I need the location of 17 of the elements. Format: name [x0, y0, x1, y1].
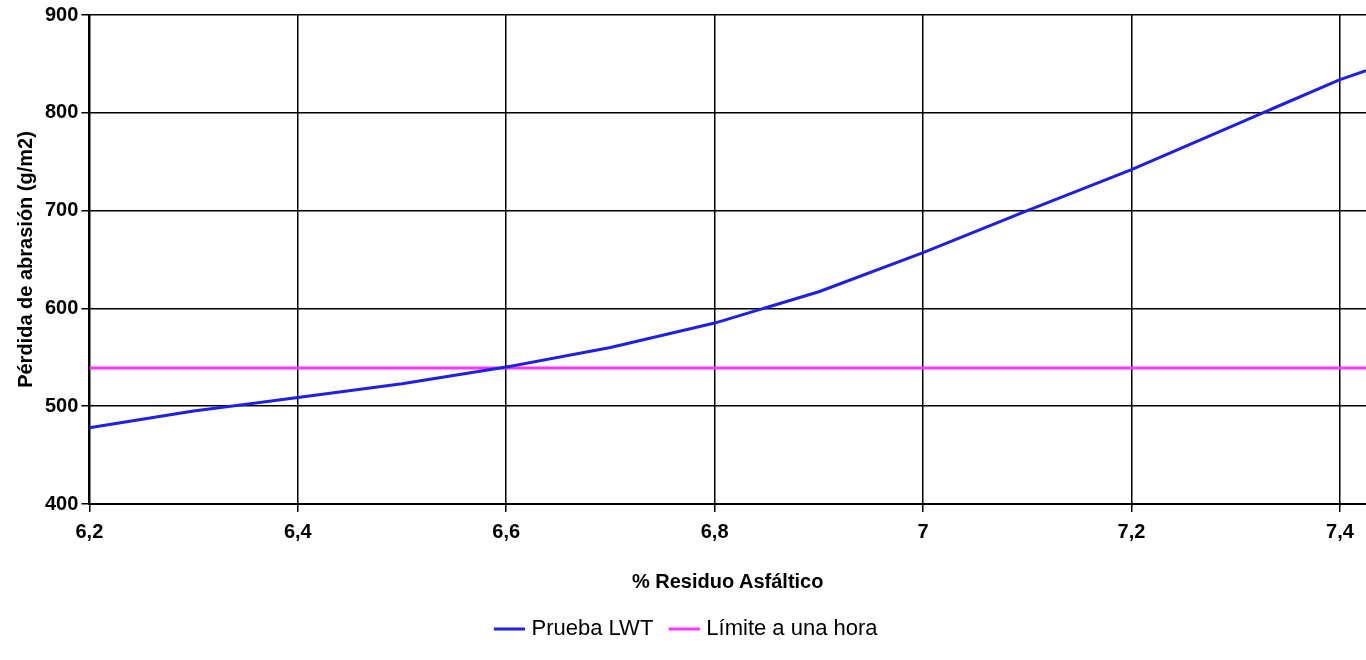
y-tick-label: 700 — [44, 198, 79, 221]
x-tick-label: 6,4 — [283, 519, 313, 542]
y-tick-label: 900 — [44, 2, 79, 25]
legend-label: Límite a una hora — [706, 615, 879, 641]
x-tick-label: 7,2 — [1117, 519, 1146, 542]
y-tick-label: 800 — [44, 100, 79, 123]
y-axis-title: Pérdida de abrasión (g/m2) — [13, 131, 36, 388]
legend-label: Prueba LWT — [531, 615, 654, 641]
x-tick-label: 7,4 — [1326, 519, 1355, 542]
x-tick-label: 6,8 — [700, 519, 729, 542]
y-tick-label: 600 — [44, 295, 79, 318]
y-tick-label: 500 — [44, 393, 79, 416]
x-tick-label: 7 — [917, 519, 929, 542]
x-tick-label: 6,6 — [492, 519, 521, 542]
x-tick-label: 6,2 — [75, 519, 104, 542]
y-tick-label: 400 — [44, 491, 79, 514]
x-axis-title: % Residuo Asfáltico — [631, 569, 824, 592]
